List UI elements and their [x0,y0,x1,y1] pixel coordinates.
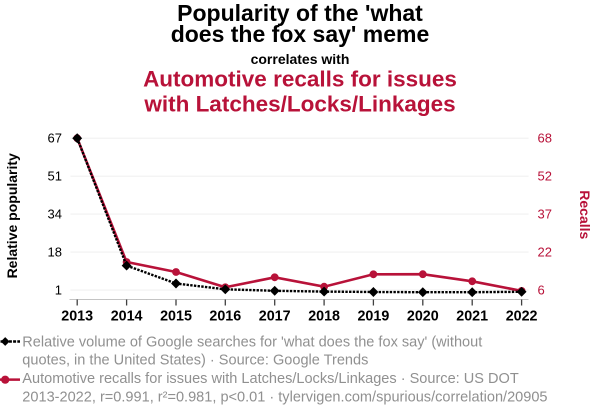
svg-text:51: 51 [48,169,62,184]
svg-text:2015: 2015 [160,309,192,325]
svg-text:34: 34 [48,207,62,222]
svg-text:correlates with: correlates with [251,51,350,67]
svg-text:1: 1 [55,283,62,298]
svg-text:37: 37 [538,207,552,222]
svg-text:2016: 2016 [209,309,241,325]
svg-text:Popularity of the 'what: Popularity of the 'what [177,0,423,26]
svg-text:Relative popularity: Relative popularity [4,153,20,278]
svg-text:2019: 2019 [357,309,389,325]
svg-text:2017: 2017 [259,309,291,325]
svg-text:52: 52 [538,169,552,184]
svg-text:68: 68 [538,131,552,146]
svg-text:2022: 2022 [506,309,538,325]
svg-text:6: 6 [538,283,545,298]
svg-text:Relative volume of Google sear: Relative volume of Google searches for '… [22,335,482,351]
svg-text:2021: 2021 [456,309,488,325]
svg-text:18: 18 [48,245,62,260]
svg-text:Automotive recalls for issues: Automotive recalls for issues [143,66,457,91]
svg-text:Recalls: Recalls [577,190,593,239]
svg-text:with Latches/Locks/Linkages: with Latches/Locks/Linkages [143,91,455,116]
svg-text:2018: 2018 [308,309,340,325]
svg-text:2020: 2020 [407,309,439,325]
svg-text:2013: 2013 [61,309,93,325]
svg-text:2014: 2014 [111,309,143,325]
svg-text:22: 22 [538,245,552,260]
svg-text:67: 67 [48,131,62,146]
svg-text:quotes, in the United States): quotes, in the United States) · Source: … [22,353,368,369]
svg-text:Automotive recalls for issues: Automotive recalls for issues with Latch… [22,371,519,387]
svg-text:does the fox say' meme: does the fox say' meme [171,21,430,47]
svg-text:2013-2022, r=0.991, r²=0.981,: 2013-2022, r=0.991, r²=0.981, p<0.01 · t… [22,390,547,406]
